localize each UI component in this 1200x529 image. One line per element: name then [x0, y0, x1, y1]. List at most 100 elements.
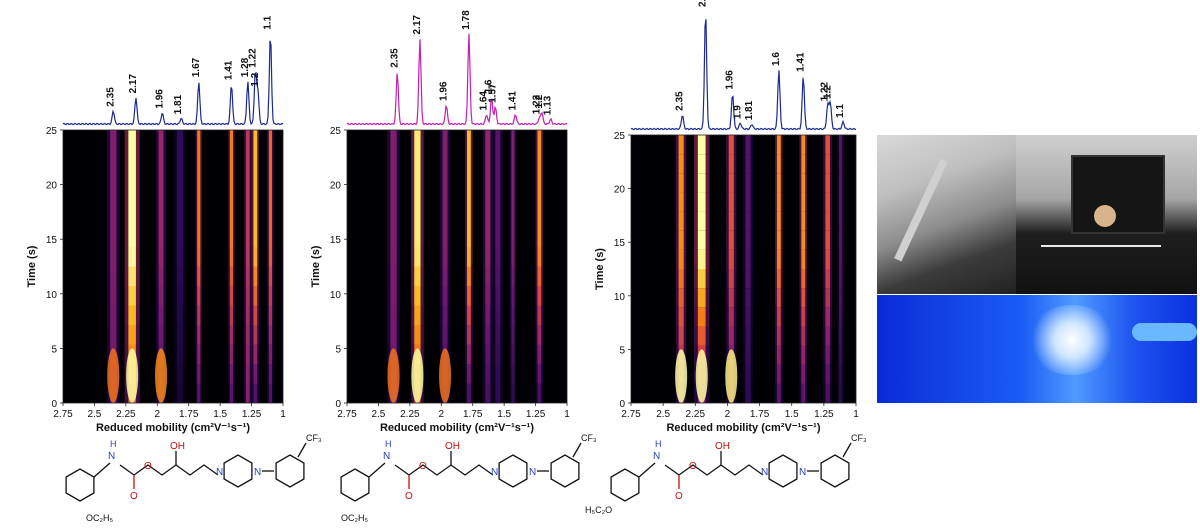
band-core	[390, 325, 397, 345]
peak-label: 1.28	[240, 57, 251, 77]
band-core	[678, 192, 684, 212]
band-core	[495, 383, 501, 403]
band-core	[390, 247, 397, 267]
band-core	[825, 154, 830, 174]
y-tick-label: 20	[330, 181, 342, 192]
band-core	[197, 364, 201, 384]
band-core	[245, 169, 250, 189]
band-core	[245, 130, 250, 150]
piperazine-n1: N	[216, 467, 223, 478]
band-core	[176, 208, 184, 228]
band-core	[745, 269, 751, 289]
x-tick-label: 2.5	[656, 409, 670, 420]
band-core	[745, 345, 751, 365]
band-core	[197, 247, 201, 267]
bond	[638, 462, 656, 478]
band-core	[728, 211, 734, 231]
band-core	[390, 266, 397, 286]
peak-label: 1.1	[835, 104, 846, 118]
band-core	[390, 149, 397, 169]
substituent-label: OC₂H₅	[341, 513, 368, 523]
band-core	[128, 208, 136, 228]
band-core	[728, 230, 734, 250]
chain-bond	[664, 464, 764, 476]
band-core	[485, 227, 491, 247]
band-core	[745, 211, 751, 231]
band-core	[245, 383, 250, 403]
band-core	[495, 188, 501, 208]
x-tick-label: 1.5	[213, 409, 227, 420]
band-core	[128, 227, 136, 247]
band-core	[511, 364, 515, 384]
band-core	[495, 364, 501, 384]
band-core	[128, 286, 136, 306]
band-core	[697, 154, 706, 174]
band-core	[268, 130, 272, 150]
band-core	[414, 188, 421, 208]
peak-label: 1.64	[479, 91, 490, 111]
x-tick-label: 2.75	[337, 409, 357, 420]
spectrum-line	[62, 40, 284, 126]
cf3-label: CF₃	[581, 433, 597, 443]
band-core	[495, 325, 501, 345]
probe-tip	[1132, 323, 1197, 341]
band-core	[229, 149, 234, 169]
aryl-ring-right	[550, 454, 580, 488]
band-core	[776, 173, 781, 193]
band-core	[229, 169, 234, 189]
heatmap-band	[228, 130, 235, 403]
y-tick-label: 15	[46, 235, 58, 246]
hydroxyl-label: OH	[715, 441, 730, 452]
band-core	[245, 149, 250, 169]
band-core	[268, 149, 272, 169]
nh-h-label: H	[110, 439, 117, 449]
band-core	[442, 208, 448, 228]
band-core	[229, 227, 234, 247]
band-core	[390, 169, 397, 189]
band-core	[776, 211, 781, 231]
band-core	[110, 130, 117, 150]
band-core	[838, 135, 843, 155]
band-core	[110, 305, 117, 325]
heatmap-band	[244, 130, 252, 403]
band-core	[825, 288, 830, 308]
band-core	[745, 192, 751, 212]
sample-knob	[1094, 205, 1116, 227]
peak-label: 1.96	[154, 89, 165, 109]
band-core	[485, 364, 491, 384]
band-core	[197, 266, 201, 286]
x-tick-label: 1.75	[179, 409, 199, 420]
band-core	[390, 227, 397, 247]
band-core	[268, 169, 272, 189]
band-core	[245, 344, 250, 364]
band-core	[678, 326, 684, 346]
band-core	[776, 326, 781, 346]
band-core	[745, 173, 751, 193]
band-core	[229, 364, 234, 384]
band-core	[442, 169, 448, 189]
band-core	[825, 192, 830, 212]
peak-label: 1.6	[484, 79, 495, 93]
band-core	[245, 247, 250, 267]
band-core	[176, 130, 184, 150]
band-core	[537, 305, 542, 325]
band-core	[253, 247, 258, 267]
band-core	[197, 169, 201, 189]
heatmap-band	[837, 135, 844, 403]
band-core	[176, 227, 184, 247]
band-core	[467, 169, 471, 189]
ester-o-label: O	[419, 461, 427, 472]
band-core	[801, 364, 806, 384]
y-axis-label: Time (s)	[310, 245, 322, 287]
peak-label: 1.41	[507, 91, 518, 111]
peak-label: 2.35	[105, 87, 116, 107]
band-core	[838, 230, 843, 250]
band-core	[838, 269, 843, 289]
band-core	[511, 227, 515, 247]
band-core	[825, 211, 830, 231]
peak-label: 1.96	[438, 81, 449, 101]
band-core	[697, 326, 706, 346]
y-tick-label: 0	[51, 399, 57, 410]
